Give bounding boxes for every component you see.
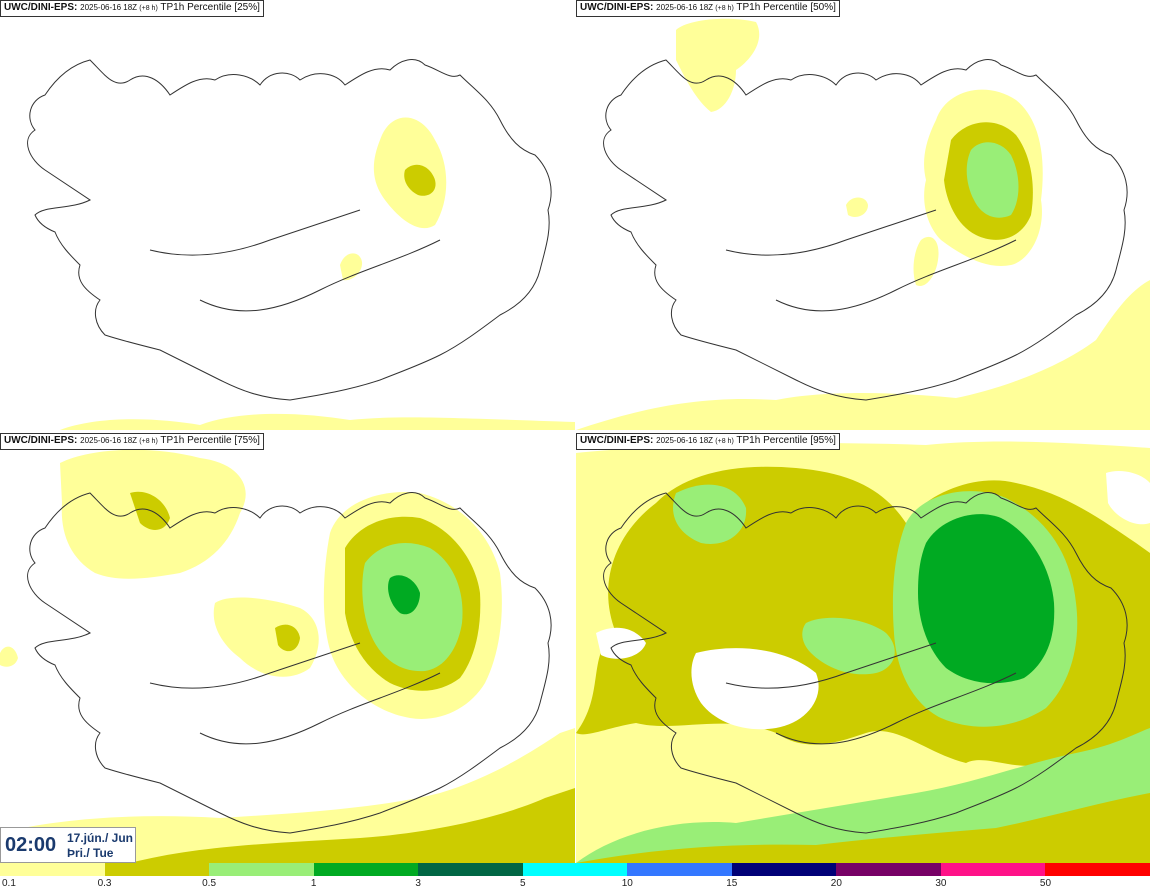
legend-label: 30: [935, 878, 947, 889]
iceland-outline: [603, 59, 1128, 401]
parameter-label: TP1h Percentile [25%]: [160, 2, 260, 13]
legend-label: 1: [310, 878, 317, 889]
map-canvas-p75: [0, 449, 575, 863]
panel-title: UWC/DINI-EPS: 2025-06-16 18Z (+8 h) TP1h…: [576, 0, 840, 17]
valid-weekday: Þri./ Tue: [67, 846, 114, 860]
legend-label: 15: [726, 878, 738, 889]
legend-swatch: [418, 863, 524, 876]
parameter-label: TP1h Percentile [75%]: [160, 435, 260, 446]
iceland-outline: [27, 492, 552, 834]
run-time: 2025-06-16 18Z (+8 h): [656, 436, 734, 445]
precip-field: [576, 441, 1150, 863]
legend-label: 0.3: [97, 878, 112, 889]
iceland-outline: [603, 492, 1128, 834]
legend-swatch: [1045, 863, 1150, 876]
legend-swatch: [627, 863, 733, 876]
map-canvas-p95: [576, 441, 1150, 863]
valid-time: 02:00: [5, 834, 57, 856]
model-name: UWC/DINI-EPS:: [580, 435, 654, 446]
precip-field: [576, 18, 1150, 430]
parameter-label: TP1h Percentile [95%]: [736, 435, 836, 446]
legend-swatch: [313, 863, 420, 876]
legend-swatch: [836, 863, 942, 876]
legend-label: 0.1: [2, 878, 16, 889]
precip-field: [60, 117, 575, 430]
legend-swatch: [940, 863, 1047, 876]
model-name: UWC/DINI-EPS:: [4, 2, 78, 13]
legend-swatch: [522, 863, 629, 876]
run-time: 2025-06-16 18Z (+8 h): [80, 436, 158, 445]
legend-label: 20: [830, 878, 842, 889]
iceland-outline: [27, 59, 552, 401]
run-time: 2025-06-16 18Z (+8 h): [656, 3, 734, 12]
legend-label: 10: [621, 878, 633, 889]
legend-label: 0.5: [202, 878, 217, 889]
legend-label: 3: [415, 878, 421, 889]
legend-swatch: [731, 863, 838, 876]
panel-title: UWC/DINI-EPS: 2025-06-16 18Z (+8 h) TP1h…: [0, 433, 264, 450]
legend-swatch: [104, 863, 211, 876]
panel-title: UWC/DINI-EPS: 2025-06-16 18Z (+8 h) TP1h…: [0, 0, 264, 17]
map-canvas-p50: [576, 18, 1150, 430]
run-time: 2025-06-16 18Z (+8 h): [80, 3, 158, 12]
valid-date: 17.jún./ Jun: [67, 831, 134, 845]
valid-time-box: 02:00 17.jún./ Jun Þri./ Tue: [0, 827, 136, 863]
map-panel-p95: UWC/DINI-EPS: 2025-06-16 18Z (+8 h) TP1h…: [576, 433, 1150, 863]
parameter-label: TP1h Percentile [50%]: [736, 2, 836, 13]
legend-label: 50: [1039, 878, 1052, 889]
map-panel-p25: UWC/DINI-EPS: 2025-06-16 18Z (+8 h) TP1h…: [0, 0, 575, 430]
map-canvas-p25: [27, 59, 575, 430]
model-name: UWC/DINI-EPS:: [580, 2, 654, 13]
map-panel-p75: UWC/DINI-EPS: 2025-06-16 18Z (+8 h) TP1h…: [0, 433, 575, 863]
legend-label: 5: [519, 878, 526, 889]
precip-field: [0, 449, 575, 863]
map-panel-p50: UWC/DINI-EPS: 2025-06-16 18Z (+8 h) TP1h…: [576, 0, 1150, 430]
color-legend: 0.1 0.3 0.5 1 3 5 10 15 20 30 50: [0, 863, 1150, 891]
model-name: UWC/DINI-EPS:: [4, 435, 78, 446]
panel-title: UWC/DINI-EPS: 2025-06-16 18Z (+8 h) TP1h…: [576, 433, 840, 450]
legend-swatch: [0, 863, 106, 876]
legend-swatch: [209, 863, 315, 876]
